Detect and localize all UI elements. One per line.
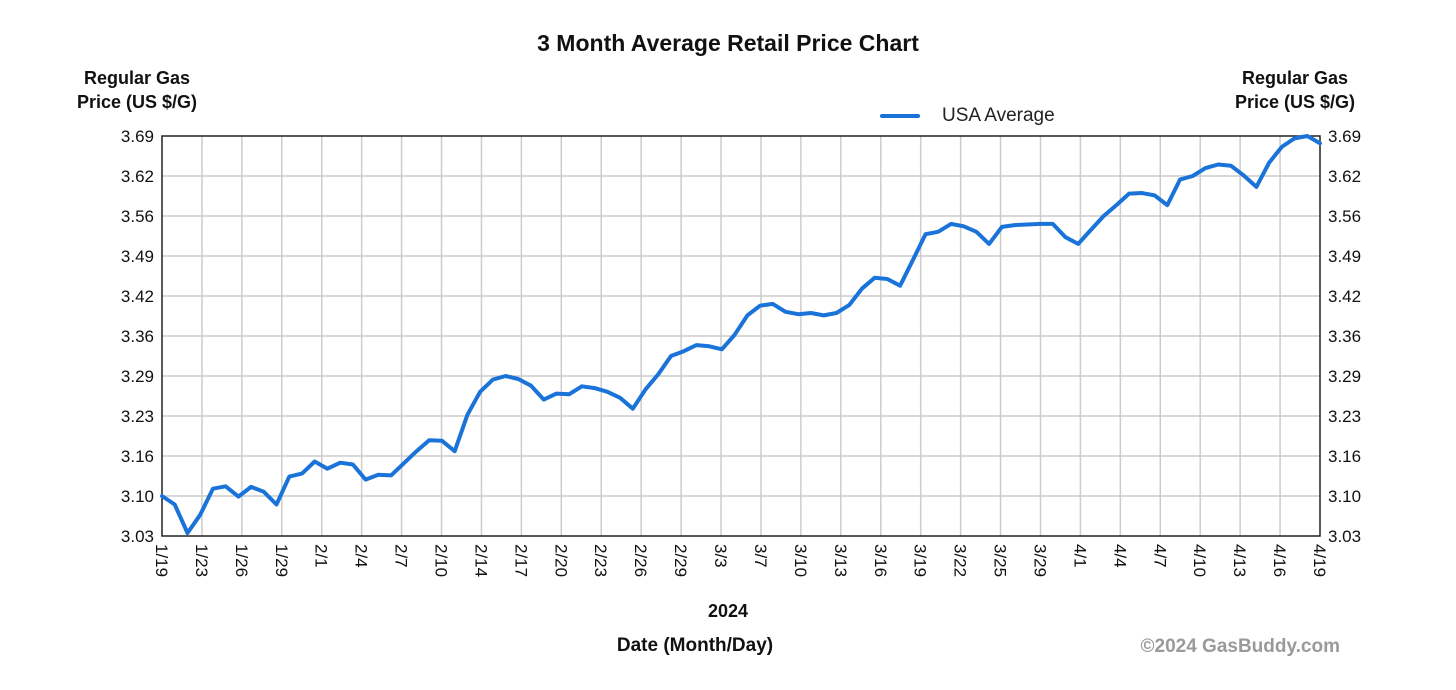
x-axis-title: Date (Month/Day) xyxy=(616,635,774,656)
plot-border xyxy=(161,135,1321,537)
x-tick-label: 3/16 xyxy=(871,544,890,577)
series-line-usa-average xyxy=(160,134,1322,535)
y-tick-label-right: 3.29 xyxy=(1328,367,1361,386)
x-tick-label: 1/23 xyxy=(192,544,211,577)
y-tick-label-right: 3.49 xyxy=(1328,247,1361,266)
x-tick-label: 2/20 xyxy=(551,544,570,577)
x-tick-label: 4/10 xyxy=(1190,544,1209,577)
y-tick-label-right: 3.10 xyxy=(1328,487,1361,506)
y-tick-label-left: 3.56 xyxy=(121,207,154,226)
x-tick-label: 1/29 xyxy=(272,544,291,577)
y-tick-label-right: 3.69 xyxy=(1328,127,1361,146)
y-tick-label-left: 3.49 xyxy=(121,247,154,266)
y-tick-label-right: 3.23 xyxy=(1328,407,1361,426)
x-tick-label: 3/3 xyxy=(711,544,730,568)
x-tick-label: 4/19 xyxy=(1310,544,1329,577)
x-tick-label: 4/7 xyxy=(1150,544,1169,568)
x-tick-label: 3/7 xyxy=(751,544,770,568)
y-axis-title-line-1: Regular Gas xyxy=(83,68,191,88)
x-tick-label: 3/22 xyxy=(951,544,970,577)
y-tick-label-right: 3.56 xyxy=(1328,207,1361,226)
x-tick-label: 2/10 xyxy=(432,544,451,577)
x-tick-label: 1/19 xyxy=(152,544,171,577)
x-tick-label: 2/26 xyxy=(631,544,650,577)
y-tick-label-left: 3.16 xyxy=(121,447,154,466)
x-axis-year: 2024 xyxy=(707,601,749,621)
y-tick-label-right: 3.42 xyxy=(1328,287,1361,306)
x-tick-label: 2/17 xyxy=(511,544,530,577)
x-tick-label: 4/13 xyxy=(1230,544,1249,577)
legend: USA Average xyxy=(880,105,1055,127)
x-tick-label: 3/25 xyxy=(991,544,1010,577)
chart-title: 3 Month Average Retail Price Chart xyxy=(537,30,919,56)
legend-swatch xyxy=(880,114,920,118)
x-tick-label: 4/1 xyxy=(1070,544,1089,568)
x-tick-label: 3/13 xyxy=(831,544,850,577)
y-tick-label-left: 3.03 xyxy=(121,527,154,546)
y-tick-label-right: 3.36 xyxy=(1328,327,1361,346)
y-tick-label-right: 3.16 xyxy=(1328,447,1361,466)
x-tick-label: 1/26 xyxy=(232,544,251,577)
x-tick-label: 3/29 xyxy=(1030,544,1049,577)
x-tick-label: 3/19 xyxy=(911,544,930,577)
x-tick-label: 3/10 xyxy=(791,544,810,577)
x-tick-label: 2/7 xyxy=(392,544,411,568)
legend-label: USA Average xyxy=(942,105,1055,126)
y-tick-label-right: 3.03 xyxy=(1328,527,1361,546)
y-axis-title-line-2: Price (US $/G) xyxy=(76,92,198,112)
y-axis-title-right: Regular Gas Price (US $/G) xyxy=(1195,66,1395,114)
y-tick-label-left: 3.10 xyxy=(121,487,154,506)
y-axis-title-line-2: Price (US $/G) xyxy=(1234,92,1356,112)
y-tick-label-left: 3.23 xyxy=(121,407,154,426)
y-tick-label-left: 3.42 xyxy=(121,287,154,306)
y-axis-title-left: Regular Gas Price (US $/G) xyxy=(37,66,237,114)
x-tick-label: 2/23 xyxy=(591,544,610,577)
y-tick-label-left: 3.36 xyxy=(121,327,154,346)
y-tick-label-right: 3.62 xyxy=(1328,167,1361,186)
y-tick-label-left: 3.69 xyxy=(121,127,154,146)
x-tick-label: 4/4 xyxy=(1110,544,1129,568)
x-tick-label: 2/14 xyxy=(471,544,490,577)
x-tick-label: 2/1 xyxy=(312,544,331,568)
x-tick-label: 2/4 xyxy=(352,544,371,568)
y-tick-label-left: 3.62 xyxy=(121,167,154,186)
copyright-text: ©2024 GasBuddy.com xyxy=(1140,636,1341,657)
y-axis-title-line-1: Regular Gas xyxy=(1241,68,1349,88)
x-tick-label: 4/16 xyxy=(1270,544,1289,577)
y-tick-label-left: 3.29 xyxy=(121,367,154,386)
x-tick-label: 2/29 xyxy=(671,544,690,577)
